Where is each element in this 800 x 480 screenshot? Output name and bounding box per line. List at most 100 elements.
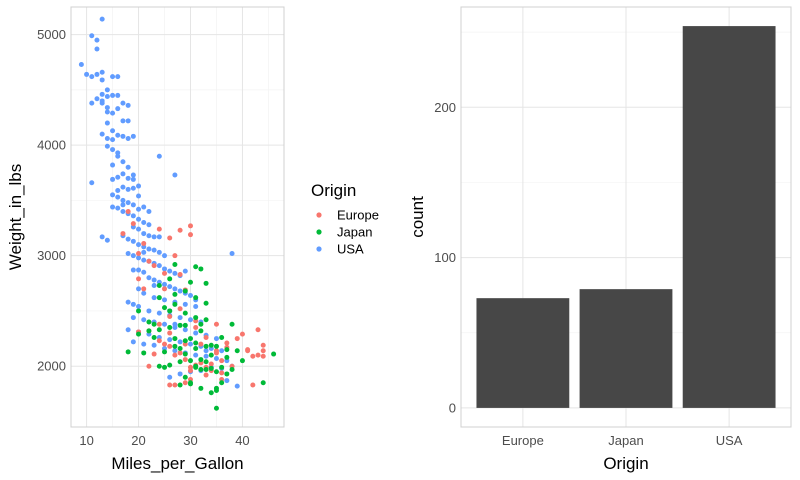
scatter-point-japan — [156, 327, 162, 333]
scatter-point-europe — [187, 232, 193, 238]
scatter-point-usa — [167, 337, 173, 343]
scatter-point-usa — [125, 250, 131, 256]
scatter-point-japan — [193, 340, 199, 346]
scatter-point-usa — [203, 348, 209, 354]
scatter-point-japan — [208, 352, 214, 358]
scatter-point-usa — [110, 162, 116, 168]
bar-y-tick-label: 200 — [434, 100, 456, 115]
scatter-point-japan — [239, 358, 245, 364]
scatter-point-usa — [120, 159, 126, 165]
scatter-point-japan — [213, 405, 219, 411]
scatter-point-usa — [130, 172, 136, 178]
scatter-point-usa — [130, 253, 136, 259]
scatter-point-usa — [130, 238, 136, 244]
scatter-point-usa — [125, 236, 131, 242]
scatter-point-europe — [162, 270, 168, 276]
scatter-point-usa — [182, 301, 188, 307]
scatter-point-japan — [234, 348, 240, 354]
scatter-point-europe — [260, 353, 266, 359]
legend-label-japan: Japan — [337, 225, 372, 240]
scatter-point-europe — [172, 352, 178, 358]
scatter-point-europe — [213, 321, 219, 327]
scatter-point-usa — [136, 193, 142, 199]
scatter-point-usa — [110, 74, 116, 80]
scatter-point-europe — [136, 250, 142, 256]
legend-item-japan: Japan — [316, 225, 372, 240]
scatter-point-usa — [136, 183, 142, 189]
bar-y-tick-label: 0 — [449, 400, 456, 415]
scatter-point-japan — [208, 390, 214, 396]
scatter-panel-border — [70, 6, 285, 428]
scatter-point-usa — [99, 16, 105, 22]
scatter-point-japan — [172, 262, 178, 268]
scatter-point-japan — [182, 322, 188, 328]
scatter-point-japan — [162, 349, 168, 355]
scatter-point-usa — [94, 37, 100, 43]
scatter-point-usa — [115, 205, 121, 211]
scatter-y-tick-label: 3000 — [37, 248, 66, 263]
scatter-point-usa — [136, 242, 142, 248]
scatter-point-japan — [162, 305, 168, 311]
scatter-point-usa — [136, 206, 142, 212]
scatter-point-usa — [125, 175, 131, 181]
scatter-point-europe — [182, 357, 188, 363]
scatter-point-usa — [136, 226, 142, 232]
scatter-point-usa — [115, 74, 121, 80]
scatter-point-europe — [260, 348, 266, 354]
scatter-point-usa — [193, 352, 199, 358]
scatter-point-japan — [193, 295, 199, 301]
scatter-point-usa — [115, 153, 121, 159]
scatter-point-usa — [84, 71, 90, 77]
scatter-point-europe — [213, 350, 219, 356]
scatter-point-usa — [172, 348, 178, 354]
bar-japan — [579, 289, 673, 408]
scatter-point-usa — [141, 231, 147, 237]
scatter-point-usa — [187, 317, 193, 323]
scatter-point-usa — [99, 91, 105, 97]
scatter-point-usa — [104, 136, 110, 142]
scatter-point-japan — [182, 374, 188, 380]
scatter-point-europe — [172, 253, 178, 259]
scatter-point-europe — [260, 342, 266, 348]
scatter-point-usa — [104, 143, 110, 149]
scatter-point-usa — [146, 246, 152, 252]
bar-y-tick-label: 100 — [434, 250, 456, 265]
scatter-point-europe — [167, 235, 173, 241]
scatter-point-europe — [234, 336, 240, 342]
scatter-point-usa — [110, 92, 116, 98]
scatter-point-japan — [172, 301, 178, 307]
scatter-point-europe — [203, 334, 209, 340]
scatter-point-usa — [141, 290, 147, 296]
scatter-point-usa — [120, 100, 126, 106]
legend-title: Origin — [311, 181, 356, 200]
legend-key-japan — [316, 229, 322, 235]
scatter-point-europe — [167, 330, 173, 336]
scatter-point-europe — [245, 347, 251, 353]
scatter-point-usa — [125, 327, 131, 333]
legend-item-usa: USA — [316, 242, 364, 257]
scatter-point-japan — [198, 321, 204, 327]
scatter-point-japan — [213, 388, 219, 394]
scatter-point-europe — [182, 380, 188, 386]
scatter-point-usa — [120, 133, 126, 139]
scatter-point-japan — [203, 300, 209, 306]
bar-europe — [476, 298, 570, 408]
scatter-point-usa — [99, 77, 105, 83]
scatter-point-japan — [193, 363, 199, 369]
scatter-point-usa — [115, 106, 121, 112]
scatter-point-europe — [250, 353, 256, 359]
scatter-point-usa — [151, 247, 157, 253]
scatter-point-usa — [125, 136, 131, 142]
scatter-point-japan — [151, 334, 157, 340]
scatter-point-europe — [125, 208, 131, 214]
scatter-point-usa — [229, 250, 235, 256]
scatter-point-europe — [177, 306, 183, 312]
scatter-point-europe — [162, 341, 168, 347]
scatter-point-usa — [110, 204, 116, 210]
scatter-point-europe — [136, 276, 142, 282]
scatter-point-usa — [130, 202, 136, 208]
scatter-point-usa — [89, 100, 95, 106]
scatter-point-usa — [125, 164, 131, 170]
scatter-point-usa — [120, 171, 126, 177]
bar-bars — [476, 26, 776, 408]
